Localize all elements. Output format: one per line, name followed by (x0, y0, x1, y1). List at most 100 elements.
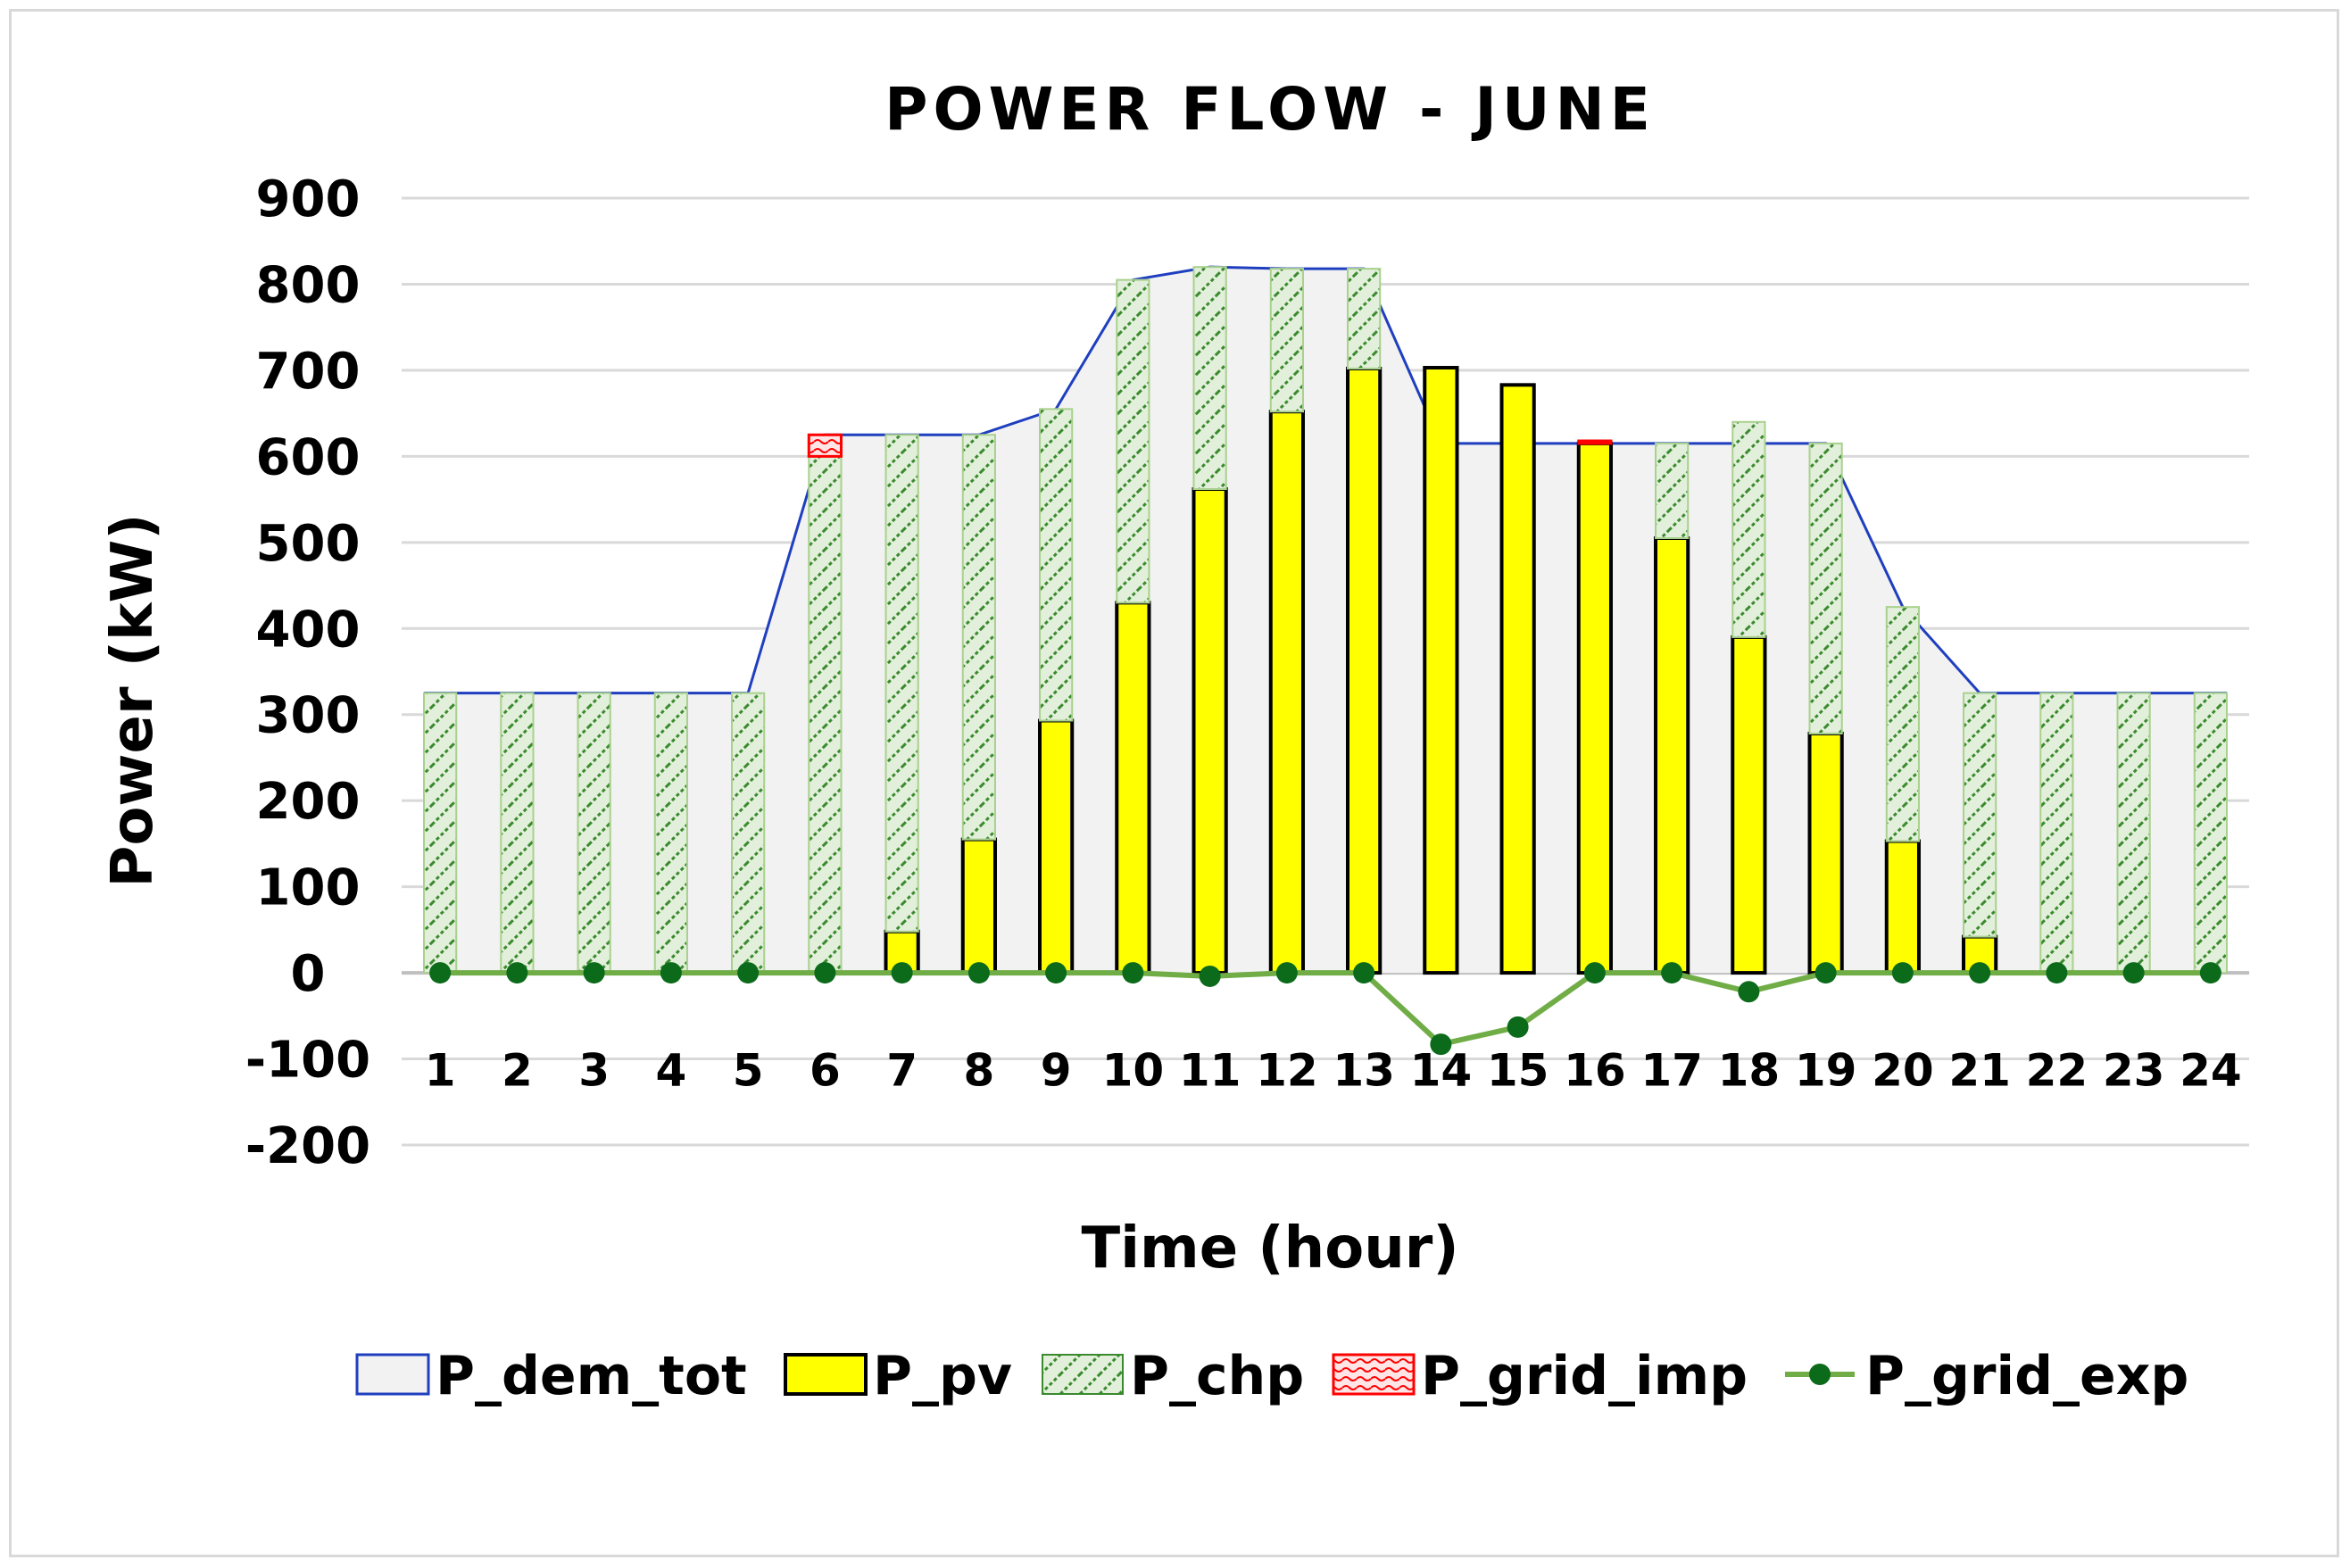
x-tick-label: 1 (425, 1045, 456, 1097)
legend-swatch-exp-marker (1809, 1364, 1831, 1385)
grid-exp-marker (814, 962, 836, 984)
x-tick-label: 7 (886, 1045, 918, 1097)
y-tick-label: 700 (256, 343, 361, 401)
legend-label-pv: P_pv (873, 1345, 1012, 1407)
grid-exp-marker (1122, 962, 1144, 984)
bar-grid-imp (1577, 439, 1613, 445)
x-tick-label: 22 (2026, 1045, 2088, 1097)
bar-pv (1731, 635, 1767, 975)
legend-swatch-chp (1042, 1354, 1124, 1395)
bar-pv (1423, 366, 1459, 975)
legend-label-dem: P_dem_tot (436, 1345, 747, 1407)
grid-exp-marker (2199, 962, 2221, 984)
grid-exp-marker (1661, 962, 1683, 984)
x-tick-label: 2 (502, 1045, 533, 1097)
bar-chp (2039, 692, 2074, 975)
x-axis-title: Time (hour) (1081, 1215, 1458, 1282)
x-tick-label: 23 (2103, 1045, 2165, 1097)
bar-chp (1269, 268, 1304, 413)
x-tick-label: 3 (578, 1045, 610, 1097)
bar-chp (1039, 408, 1074, 722)
bar-grid-imp (807, 433, 843, 458)
x-tick-label: 15 (1487, 1045, 1549, 1097)
bar-chp (2116, 692, 2151, 975)
legend: P_dem_tot P_pv P_chp P_grid_imp P_grid_e… (355, 1345, 2188, 1407)
bar-chp (1655, 442, 1690, 539)
bar-chp (1808, 442, 1843, 734)
y-tick-label: -100 (245, 1032, 370, 1090)
legend-label-exp: P_grid_exp (1865, 1345, 2188, 1407)
grid-exp-marker (1353, 962, 1375, 984)
bar-pv (1576, 441, 1613, 975)
bar-pv (1115, 601, 1151, 975)
bar-pv (1192, 487, 1228, 975)
x-tick-label: 5 (733, 1045, 764, 1097)
bars (423, 266, 2228, 975)
y-tick-label: 200 (256, 773, 361, 831)
x-tick-label: 13 (1333, 1045, 1395, 1097)
bar-pv (1346, 366, 1383, 975)
grid-exp-marker (2122, 962, 2145, 984)
legend-swatch-imp (1332, 1353, 1416, 1396)
y-axis-title: Power (kW) (100, 514, 166, 888)
y-tick-label: 400 (256, 601, 361, 659)
grid-exp-marker (1738, 981, 1760, 1003)
chart-title: POWER FLOW - JUNE (884, 75, 1656, 144)
x-tick-label: 9 (1041, 1045, 1072, 1097)
y-tick-label: 0 (291, 945, 326, 1003)
legend-swatch-pv (784, 1353, 868, 1396)
legend-swatch-dem (355, 1353, 430, 1396)
demand-area (424, 265, 2227, 974)
x-tick-label: 14 (1410, 1045, 1473, 1097)
grid-exp-marker (583, 962, 605, 984)
y-tick-label: 800 (256, 256, 361, 314)
x-tick-label: 16 (1564, 1045, 1626, 1097)
grid-exp-marker (1814, 962, 1837, 984)
x-tick-label: 4 (655, 1045, 686, 1097)
grid-exp-marker (967, 962, 990, 984)
x-tick-label: 8 (963, 1045, 994, 1097)
grid-exp-marker (1430, 1033, 1452, 1056)
x-tick-label: 21 (1948, 1045, 2011, 1097)
grid-exp-line (440, 970, 2211, 1048)
bar-chp (1116, 278, 1150, 604)
grid-exp-marker (737, 962, 760, 984)
x-tick-label: 11 (1179, 1045, 1241, 1097)
grid-exp-marker (1891, 962, 1914, 984)
bar-chp (884, 434, 919, 933)
y-tick-label: 300 (256, 687, 361, 745)
bar-chp (1731, 420, 1766, 638)
bar-chp (1963, 692, 1997, 938)
demand-area-fill (424, 267, 2227, 974)
bar-pv (960, 837, 997, 975)
grid-exp-marker (891, 962, 913, 984)
y-tick-label: 500 (256, 515, 361, 573)
grid-exp-marker (1507, 1016, 1529, 1038)
bar-chp (577, 692, 611, 975)
x-tick-label: 18 (1718, 1045, 1781, 1097)
bar-pv (1499, 383, 1536, 975)
bar-chp (2193, 692, 2228, 975)
grid-export-line (429, 962, 2221, 1056)
bar-chp (1347, 268, 1382, 369)
bar-pv (1268, 410, 1305, 975)
bar-chp (961, 434, 996, 841)
grid-exp-marker (660, 962, 682, 984)
grid-exp-marker (506, 962, 528, 984)
grid-exp-marker (1275, 962, 1298, 984)
bar-pv (1038, 718, 1075, 975)
x-tick-label: 19 (1795, 1045, 1857, 1097)
bar-pv (1654, 535, 1690, 975)
bar-pv (1884, 839, 1921, 975)
legend-label-chp: P_chp (1130, 1345, 1304, 1407)
bar-chp (808, 455, 843, 975)
grid-exp-marker (1969, 962, 1991, 984)
x-tick-label: 24 (2180, 1045, 2242, 1097)
y-tick-label: -200 (245, 1117, 370, 1175)
bar-pv (1807, 731, 1844, 975)
x-tick-label: 10 (1102, 1045, 1165, 1097)
y-tick-label: 100 (256, 859, 361, 917)
legend-label-imp: P_grid_imp (1421, 1345, 1748, 1407)
x-tick-label: 6 (810, 1045, 841, 1097)
